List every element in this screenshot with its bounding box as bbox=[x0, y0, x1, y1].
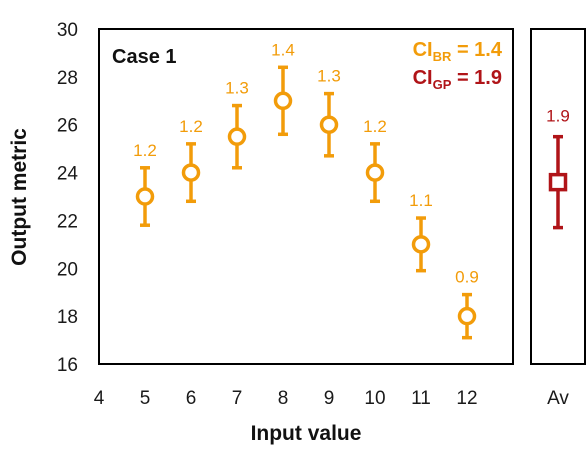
y-tick-label: 28 bbox=[57, 68, 78, 89]
y-tick-label: 22 bbox=[57, 211, 78, 232]
average-series: 1.9 bbox=[546, 107, 570, 230]
data-point bbox=[181, 163, 201, 182]
x-tick-label-av: Av bbox=[547, 388, 569, 409]
data-label: 1.1 bbox=[409, 191, 433, 210]
x-tick-label: 5 bbox=[140, 388, 151, 409]
x-tick-label: 8 bbox=[278, 388, 289, 409]
x-tick-label: 11 bbox=[411, 388, 431, 409]
data-label: 1.2 bbox=[133, 141, 157, 160]
data-label: 0.9 bbox=[455, 268, 479, 287]
x-tick-label: 10 bbox=[364, 388, 385, 409]
data-label: 1.3 bbox=[317, 67, 341, 86]
avg-data-point bbox=[548, 172, 568, 192]
data-point bbox=[365, 163, 385, 182]
main-series: 1.2 1.2 1.3 1.4 1.3 1.2 1.1 0.9 bbox=[133, 40, 479, 340]
avg-data-label: 1.9 bbox=[546, 107, 570, 126]
data-point bbox=[227, 127, 247, 146]
x-axis-title: Input value bbox=[251, 422, 362, 445]
y-axis-title: Output metric bbox=[8, 128, 31, 266]
x-tick-label: 12 bbox=[456, 388, 477, 409]
average-plot-frame bbox=[530, 28, 586, 365]
case-label: Case 1 bbox=[112, 46, 177, 68]
y-tick-label: 18 bbox=[57, 307, 78, 328]
data-label: 1.3 bbox=[225, 79, 249, 98]
data-point bbox=[319, 115, 339, 134]
y-tick-label: 20 bbox=[57, 259, 78, 280]
x-tick-label: 7 bbox=[232, 388, 243, 409]
y-tick-labels: 16 18 20 22 24 26 28 30 bbox=[57, 20, 79, 376]
main-plot-frame bbox=[98, 28, 514, 365]
y-tick-label: 30 bbox=[57, 20, 78, 41]
data-point bbox=[457, 306, 477, 326]
data-point bbox=[135, 187, 155, 206]
x-tick-label: 9 bbox=[324, 388, 335, 409]
x-tick-label: 4 bbox=[94, 388, 105, 409]
ci-gp-legend: CIGP = 1.9 bbox=[413, 67, 502, 92]
data-point bbox=[273, 91, 293, 111]
data-label: 1.2 bbox=[179, 117, 203, 136]
y-tick-label: 24 bbox=[57, 164, 79, 185]
ci-br-legend: CIBR = 1.4 bbox=[413, 39, 503, 64]
data-label: 1.4 bbox=[271, 40, 295, 59]
data-point bbox=[411, 235, 431, 254]
y-tick-label: 16 bbox=[57, 355, 78, 376]
data-label: 1.2 bbox=[363, 117, 387, 136]
x-tick-labels: 4 5 6 7 8 9 10 11 12 Av bbox=[94, 388, 570, 409]
x-tick-label: 6 bbox=[186, 388, 197, 409]
y-tick-label: 26 bbox=[57, 116, 78, 137]
